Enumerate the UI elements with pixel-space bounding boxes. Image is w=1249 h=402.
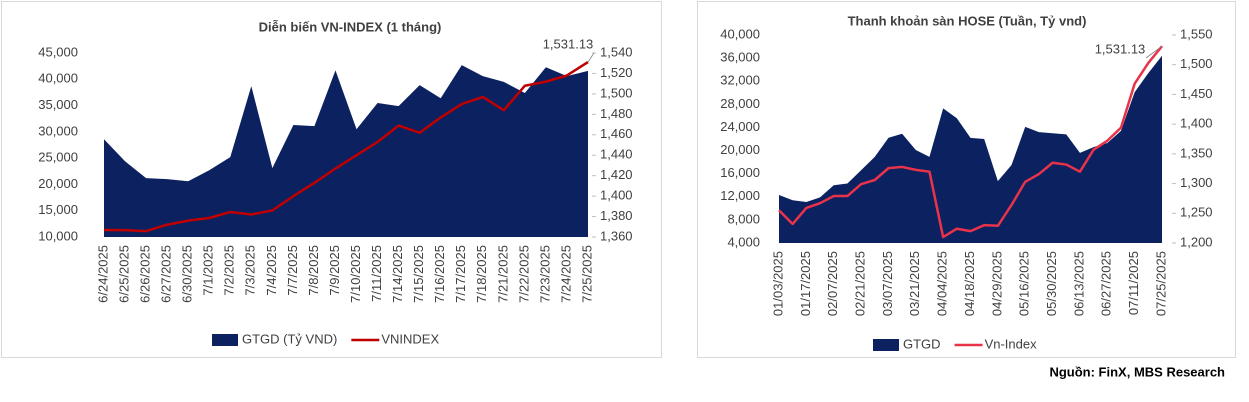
x-tick-label: 7/22/2025 [516,245,531,303]
y2-tick-label: 1,450 [1180,86,1213,101]
x-tick-label: 6/25/2025 [116,245,131,303]
source: Nguồn: FinX, MBS Research [1049,364,1225,379]
x-tick-label: 03/07/2025 [880,251,895,316]
y-tick-label: 40,000 [38,71,78,86]
legend-label: GTGD (Tỷ VND) [242,331,337,346]
legend-swatch [212,334,238,346]
y-tick-label: 20,000 [720,142,760,157]
annotation-leader [1145,45,1163,59]
x-tick-label: 7/10/2025 [348,245,363,303]
y2-tick-label: 1,480 [600,106,633,121]
chart-title: Diễn biến VN-INDEX (1 tháng) [259,19,442,34]
x-tick-label: 7/7/2025 [285,245,300,296]
y-tick-label: 24,000 [720,119,760,134]
x-tick-label: 7/2/2025 [222,245,237,296]
x-tick-label: 06/13/2025 [1071,251,1086,316]
x-tick-label: 04/18/2025 [962,251,977,316]
x-tick-label: 7/23/2025 [537,245,552,303]
x-tick-label: 06/27/2025 [1099,251,1114,316]
x-tick-label: 02/07/2025 [825,251,840,316]
y-tick-label: 40,000 [720,26,760,41]
legend-swatch [873,339,899,351]
legend-label: GTGD [903,336,941,351]
annotation: 1,531.13 [543,36,594,51]
y2-tick-label: 1,400 [600,188,633,203]
y-tick-label: 35,000 [38,97,78,112]
y-tick-label: 8,000 [727,211,760,226]
x-tick-label: 04/04/2025 [935,251,950,316]
x-tick-label: 7/25/2025 [579,245,594,303]
y2-tick-label: 1,400 [1180,116,1213,131]
legend-label: VNINDEX [381,331,439,346]
y2-tick-label: 1,250 [1180,205,1213,220]
y2-tick-label: 1,360 [600,228,633,243]
y2-tick-label: 1,500 [600,85,633,100]
y-tick-label: 45,000 [38,44,78,59]
x-tick-label: 01/17/2025 [798,251,813,316]
x-tick-label: 07/25/2025 [1153,251,1168,316]
y2-tick-label: 1,420 [600,167,633,182]
x-tick-label: 7/17/2025 [453,245,468,303]
y2-tick-label: 1,540 [600,44,633,59]
y2-tick-label: 1,200 [1180,234,1213,249]
y2-tick-label: 1,550 [1180,26,1213,41]
area [779,55,1162,243]
chart-title: Thanh khoản sàn HOSE (Tuần, Tỷ vnd) [848,13,1087,28]
x-tick-label: 7/3/2025 [243,245,258,296]
x-tick-label: 7/15/2025 [411,245,426,303]
x-tick-label: 04/29/2025 [989,251,1004,316]
x-tick-label: 01/03/2025 [770,251,785,316]
y2-tick-label: 1,300 [1180,175,1213,190]
x-tick-label: 7/24/2025 [558,245,573,303]
x-tick-label: 02/21/2025 [853,251,868,316]
y-tick-label: 20,000 [38,176,78,191]
annotation: 1,531.13 [1095,41,1146,56]
line [778,45,1163,239]
y-tick-label: 12,000 [720,188,760,203]
x-tick-label: 03/21/2025 [907,251,922,316]
x-tick-label: 7/21/2025 [495,245,510,303]
x-tick-label: 6/27/2025 [159,245,174,303]
x-tick-label: 7/16/2025 [432,245,447,303]
y-tick-label: 15,000 [38,202,78,217]
line [103,61,589,233]
x-tick-label: 7/9/2025 [327,245,342,296]
x-tick-label: 7/8/2025 [306,245,321,296]
y2-tick-label: 1,500 [1180,56,1213,71]
x-tick-label: 7/11/2025 [369,245,384,302]
y2-tick-label: 1,440 [600,147,633,162]
x-tick-label: 07/11/2025 [1126,251,1141,315]
y-tick-label: 10,000 [38,228,78,243]
x-tick-label: 6/30/2025 [180,245,195,303]
x-tick-label: 7/4/2025 [264,245,279,296]
x-tick-label: 7/1/2025 [201,245,216,296]
y-tick-label: 36,000 [720,50,760,65]
y-tick-label: 30,000 [38,123,78,138]
x-tick-label: 7/18/2025 [474,245,489,303]
y2-tick-label: 1,380 [600,208,633,223]
x-tick-label: 05/30/2025 [1044,251,1059,316]
x-tick-label: 7/14/2025 [390,245,405,303]
annotation-leader [587,52,595,63]
y2-tick-label: 1,350 [1180,145,1213,160]
y2-tick-label: 1,460 [600,126,633,141]
x-tick-label: 05/16/2025 [1017,251,1032,316]
y-tick-label: 4,000 [727,234,760,249]
legend-label: Vn-Index [985,336,1038,351]
y-tick-label: 32,000 [720,73,760,88]
x-tick-label: 6/26/2025 [138,245,153,303]
y2-tick-label: 1,520 [600,65,633,80]
x-tick-label: 6/24/2025 [95,245,110,303]
y-tick-label: 28,000 [720,96,760,111]
area [104,65,588,237]
y-tick-label: 25,000 [38,150,78,165]
y-tick-label: 16,000 [720,165,760,180]
